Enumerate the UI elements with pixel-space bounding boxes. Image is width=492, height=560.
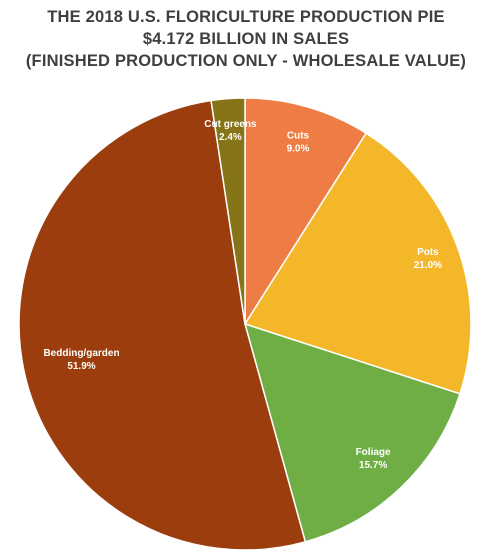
slice-value-label: 9.0% [287, 144, 310, 155]
slice-category-label: Pots [417, 247, 439, 258]
slice-category-label: Foliage [356, 447, 391, 458]
slice-value-label: 2.4% [219, 132, 242, 143]
chart-titles: THE 2018 U.S. FLORICULTURE PRODUCTION PI… [0, 0, 492, 72]
slice-value-label: 21.0% [414, 260, 442, 271]
pie-slice-bedding-garden [18, 99, 307, 551]
pie-slice-cut-greens [210, 97, 246, 325]
pie-slice-pots [243, 132, 472, 395]
slice-value-label: 15.7% [359, 460, 387, 471]
pie-slice-cuts [244, 97, 368, 327]
slice-category-label: Cuts [287, 131, 310, 142]
chart-subtitle-2: (FINISHED PRODUCTION ONLY - WHOLESALE VA… [25, 52, 467, 70]
chart-subtitle: $4.172 BILLION IN SALES [142, 30, 350, 48]
chart-title: THE 2018 U.S. FLORICULTURE PRODUCTION PI… [47, 8, 445, 26]
slice-value-label: 51.9% [67, 361, 95, 372]
slice-category-label: Cut greens [204, 119, 257, 130]
pie-slice-foliage [243, 322, 461, 543]
slice-category-label: Bedding/garden [43, 348, 119, 359]
